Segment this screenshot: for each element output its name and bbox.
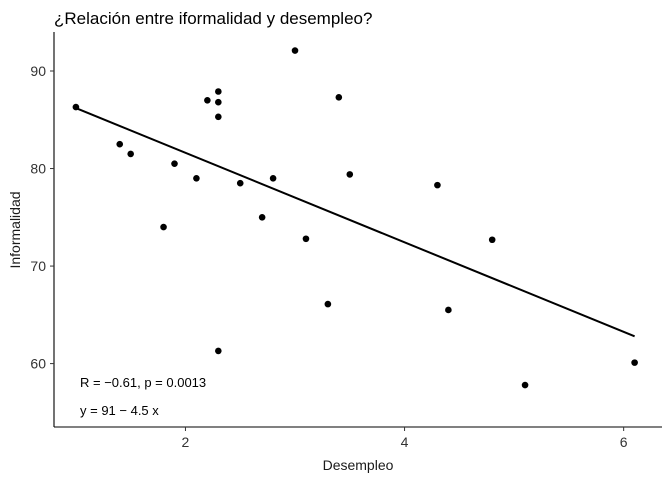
data-point [215, 347, 222, 355]
data-point [291, 47, 299, 54]
data-point [193, 174, 200, 182]
data-point [160, 223, 167, 231]
data-point [302, 235, 310, 243]
data-point [258, 214, 266, 221]
x-axis-label: Desempleo [323, 457, 394, 473]
regression-line [75, 107, 635, 338]
data-point [72, 103, 80, 111]
stats-annotation: R = −0.61, p = 0.0013 [80, 375, 206, 390]
y-ticks: 60 70 80 90 [30, 63, 54, 372]
x-tick-label: 2 [182, 434, 190, 450]
axes [53, 32, 662, 428]
data-point [215, 88, 222, 95]
data-point [445, 306, 452, 314]
x-ticks: 2 4 6 [182, 427, 628, 450]
data-point [127, 150, 134, 158]
data-point [521, 381, 529, 389]
y-axis-label: Informalidad [7, 191, 23, 268]
y-tick-label: 60 [30, 356, 46, 372]
chart-title: ¿Relación entre iformalidad y desempleo? [54, 9, 372, 28]
y-tick-label: 80 [30, 161, 46, 177]
y-tick-label: 90 [30, 63, 46, 79]
x-tick-label: 4 [401, 434, 409, 450]
data-point [204, 96, 211, 104]
data-point [215, 98, 222, 106]
equation-annotation: y = 91 − 4.5 x [80, 403, 159, 418]
data-point [324, 300, 332, 308]
data-points [72, 47, 638, 389]
x-tick-label: 6 [620, 434, 628, 450]
regression-line-group [75, 107, 635, 338]
data-point [269, 174, 277, 182]
data-point [116, 140, 124, 148]
data-point [434, 181, 441, 189]
data-point [171, 160, 178, 167]
data-point [488, 236, 496, 244]
data-point [236, 179, 244, 187]
data-point [335, 94, 343, 101]
data-point [215, 113, 222, 121]
y-tick-label: 70 [30, 258, 46, 274]
data-point [346, 171, 354, 178]
data-point [631, 359, 638, 366]
